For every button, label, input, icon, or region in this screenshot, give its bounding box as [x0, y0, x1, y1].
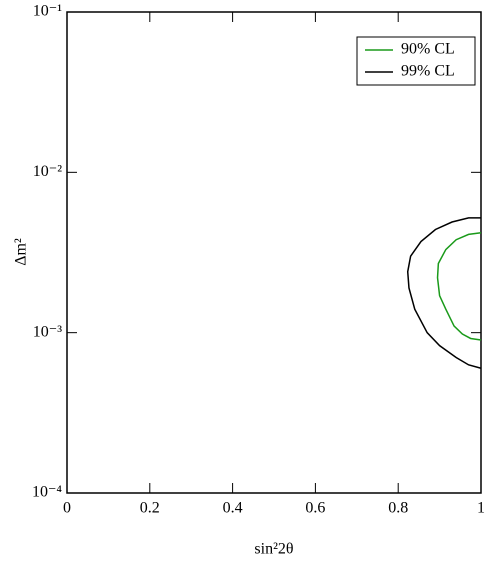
x-tick-label: 0 [63, 500, 71, 517]
y-tick-label: 10⁻² [33, 163, 62, 180]
x-tick-label: 0.6 [305, 500, 325, 517]
legend-box [356, 36, 476, 86]
x-tick-label: 0.4 [223, 500, 243, 517]
legend-label: 90% CL [401, 41, 455, 58]
y-tick-label: 10⁻⁴ [32, 484, 62, 501]
y-tick-label: 10⁻³ [33, 323, 62, 340]
x-tick-label: 0.8 [388, 500, 408, 517]
x-tick-label: 1 [477, 500, 485, 517]
legend-label: 99% CL [401, 63, 455, 80]
contour [406, 217, 482, 369]
plot-frame [66, 11, 482, 494]
x-axis-label: sin²2θ [254, 541, 293, 558]
y-axis-label: Δm² [13, 238, 30, 266]
y-tick-label: 10⁻¹ [33, 3, 62, 20]
contour [436, 231, 482, 341]
x-tick-label: 0.2 [140, 500, 160, 517]
